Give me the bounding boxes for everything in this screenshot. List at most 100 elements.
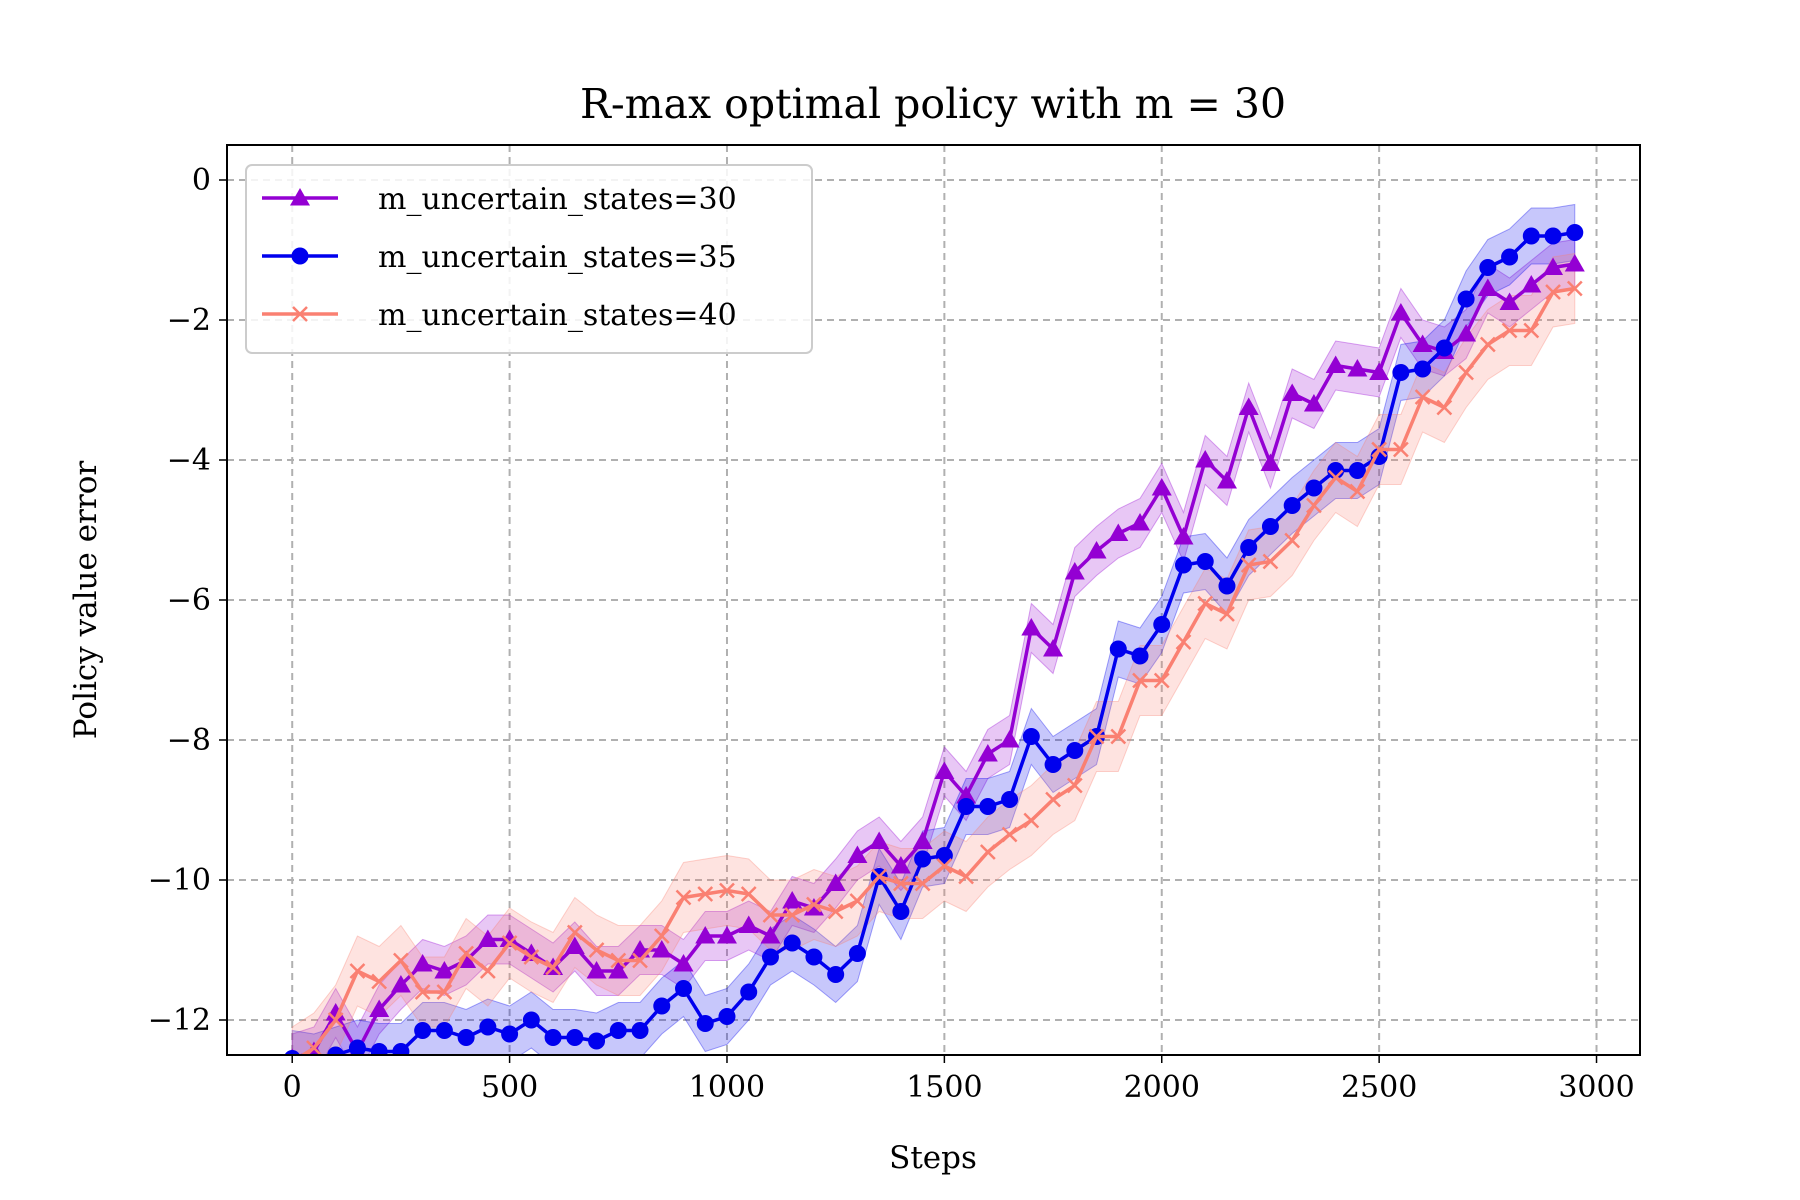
data-point-series-1 [477,929,498,947]
data-point-series-1 [1543,257,1564,275]
data-point-series-3 [827,903,844,920]
data-point-series-1 [1412,334,1433,352]
data-point-series-2 [827,966,845,983]
data-point-series-3 [566,924,583,941]
data-point-series-3 [1306,497,1322,514]
chart-title: R-max optimal policy with m = 30 [580,80,1286,128]
data-point-series-2 [588,1032,606,1050]
data-point-series-1 [564,936,585,954]
data-point-series-1 [1521,275,1542,293]
data-point-series-3 [762,907,779,923]
data-point-series-1 [1216,471,1237,489]
data-point-series-3 [740,886,757,902]
data-point-series-1 [912,831,933,849]
data-point-series-3 [1262,553,1279,570]
data-point-series-3 [458,945,475,962]
legend-label: m_uncertain_states=30 [378,182,737,217]
data-point-series-2 [566,1029,584,1046]
data-point-series-3 [1175,634,1192,650]
data-point-series-1 [1369,362,1390,380]
data-point-series-3 [1349,483,1366,500]
data-point-series-2 [284,1050,300,1055]
data-point-series-3 [523,949,540,965]
data-point-series-1 [1043,639,1064,657]
data-point-series-1 [434,961,455,979]
legend: m_uncertain_states=30 m_uncertain_states=… [245,164,813,354]
x-tick-label: 2500 [1341,1070,1417,1105]
data-point-series-3 [1458,364,1474,381]
data-point-series-2 [457,1029,475,1046]
data-point-series-2 [1218,577,1236,595]
data-point-series-1 [782,891,803,909]
data-point-series-3 [1110,728,1127,745]
x-axis: 0 500 1000 1500 2000 2500 3000 [283,1055,1635,1105]
y-tick-label: −4 [167,443,211,478]
data-point-series-1 [586,961,607,979]
y-tick-label: −10 [148,863,211,898]
y-tick-label: −6 [167,583,211,618]
data-point-series-2 [1022,728,1040,745]
data-point-series-1 [673,954,694,972]
data-point-series-1 [1456,324,1477,342]
data-point-series-2 [1544,227,1562,245]
data-point-series-2 [522,1011,540,1029]
data-point-series-2 [1196,553,1214,570]
data-point-series-2 [1479,259,1497,276]
data-point-series-2 [1501,248,1519,266]
data-point-series-2 [696,1015,714,1032]
data-point-series-3 [393,952,409,969]
data-point-series-2 [348,1039,366,1055]
data-point-series-3 [1566,280,1583,297]
data-point-series-3 [1436,399,1453,416]
data-point-series-2 [653,997,671,1015]
data-point-series-1 [934,761,955,779]
data-point-series-2 [1261,518,1279,535]
legend-label: m_uncertain_states=40 [378,298,737,333]
data-point-series-1 [825,873,846,891]
data-point-series-3 [1392,441,1409,458]
x-tick-label: 1000 [689,1070,765,1105]
data-point-series-1 [956,786,977,804]
data-point-series-3 [697,886,714,902]
data-point-series-2 [1174,556,1192,574]
data-point-series-2 [761,948,779,966]
data-point-series-1 [651,940,672,958]
data-point-series-2 [1414,360,1432,378]
data-point-series-2 [392,1043,410,1055]
data-point-series-1 [1173,527,1194,545]
data-point-series-1 [977,744,998,762]
data-point-series-2 [1457,290,1475,308]
data-point-series-1 [608,961,629,979]
data-point-series-3 [1045,791,1061,808]
data-point-series-3 [436,984,453,1000]
x-tick-label: 3000 [1558,1070,1634,1105]
data-point-series-3 [1284,532,1301,549]
data-point-series-3 [1545,284,1561,300]
data-point-series-1 [1325,355,1346,373]
legend-marker [292,306,308,322]
data-point-series-2 [1240,539,1258,556]
data-point-series-2 [1305,479,1323,497]
data-point-series-1 [499,929,520,947]
data-point-series-3 [1414,389,1431,405]
data-point-series-1 [890,856,911,874]
data-point-series-3 [1088,728,1105,745]
data-point-series-2 [1066,742,1084,759]
legend-marker [291,247,309,265]
x-axis-label: Steps [889,1140,977,1176]
data-point-series-1 [847,845,868,863]
data-point-series-3 [479,963,496,979]
data-point-series-3 [1371,441,1388,458]
data-point-series-2 [935,847,953,864]
data-point-series-1 [1390,303,1411,321]
data-point-series-3 [1197,595,1214,612]
data-point-series-2 [544,1029,562,1046]
data-point-series-3 [1132,672,1148,689]
data-point-series-2 [479,1018,497,1036]
data-point-series-1 [869,831,890,849]
data-point-series-3 [632,952,648,969]
data-point-series-3 [849,893,866,909]
data-point-series-2 [370,1043,388,1055]
data-point-series-1 [1108,523,1129,541]
